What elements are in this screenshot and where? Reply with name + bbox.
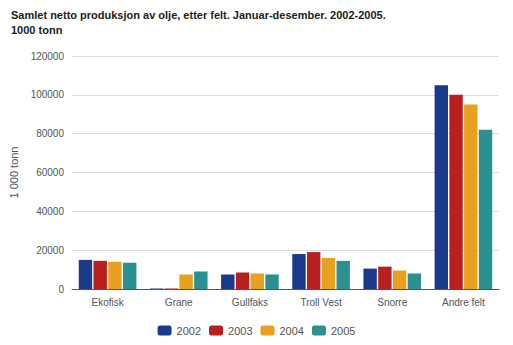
svg-text:2004: 2004: [280, 325, 304, 337]
svg-text:2005: 2005: [331, 325, 355, 337]
svg-text:2002: 2002: [177, 325, 201, 337]
svg-text:1000 tonn: 1000 tonn: [11, 24, 63, 36]
svg-text:60000: 60000: [36, 167, 64, 178]
svg-text:Snorre: Snorre: [377, 297, 407, 308]
svg-text:80000: 80000: [36, 128, 64, 139]
svg-text:Ekofisk: Ekofisk: [91, 297, 124, 308]
svg-text:100000: 100000: [31, 89, 65, 100]
svg-text:Troll Vest: Troll Vest: [300, 297, 342, 308]
svg-text:20000: 20000: [36, 245, 64, 256]
svg-text:0: 0: [58, 284, 64, 295]
svg-text:Gullfaks: Gullfaks: [232, 297, 268, 308]
svg-text:120000: 120000: [31, 51, 65, 62]
svg-text:Samlet netto produksjon av olj: Samlet netto produksjon av olje, etter f…: [11, 9, 386, 21]
svg-text:2003: 2003: [228, 325, 252, 337]
svg-text:1 000 tonn: 1 000 tonn: [8, 147, 20, 199]
svg-text:Grane: Grane: [165, 297, 193, 308]
svg-text:40000: 40000: [36, 206, 64, 217]
svg-text:Andre felt: Andre felt: [442, 297, 485, 308]
